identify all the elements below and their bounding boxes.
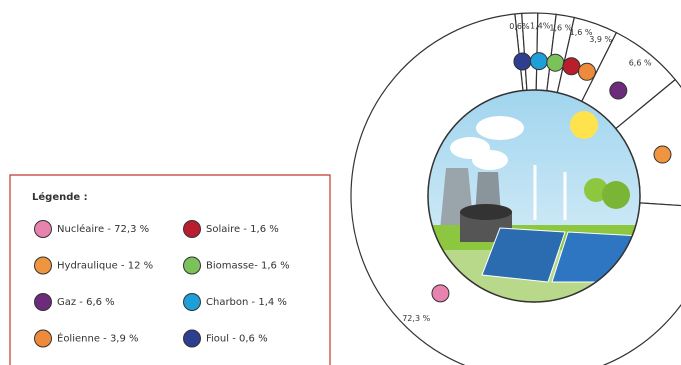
value-label: 3,9 % (589, 35, 612, 44)
legend-swatch (34, 329, 52, 348)
legend-label: Hydraulique - 12 % (57, 261, 153, 272)
segment-marker (562, 57, 581, 76)
legend: Nucléaire - 72,3 % Hydraulique - 12 % Gaz … (34, 220, 290, 348)
value-label: 1,6 % (570, 28, 593, 37)
legend-label: Gaz - 6,6 % (57, 297, 115, 308)
legend-swatch (183, 256, 201, 275)
value-label: 1,4% (530, 22, 551, 31)
legend-swatch (183, 329, 201, 348)
segment-marker (431, 284, 450, 303)
segment-marker (653, 145, 672, 164)
value-label: 1,6 % (549, 24, 572, 33)
legend-box (9, 174, 331, 365)
legend-swatch (183, 220, 201, 238)
legend-swatch (34, 293, 52, 311)
legend-swatch (34, 220, 52, 238)
legend-label: Solaire - 1,6 % (206, 224, 279, 235)
legend-title: Légende : (32, 191, 88, 203)
value-label: 0,6% (509, 22, 530, 31)
legend-swatch (34, 256, 52, 275)
segment-marker (529, 52, 548, 71)
value-label: 6,6 % (629, 59, 652, 68)
legend-label: Éolienne - 3,9 % (57, 332, 139, 345)
legend-label: Charbon - 1,4 % (206, 297, 287, 308)
inner-border (427, 89, 641, 303)
markers: 0,6%1,4%1,6 %1,6 %3,9 %6,6 %12 %72,3 % (402, 22, 672, 323)
legend-label: Biomasse- 1,6 % (206, 261, 290, 272)
legend-swatch (183, 293, 201, 311)
legend-label: Nucléaire - 72,3 % (57, 223, 149, 235)
segment-marker (546, 53, 565, 72)
segment-marker (609, 81, 628, 100)
legend-label: Fioul - 0,6 % (206, 334, 268, 345)
segment-marker (513, 52, 532, 71)
value-label: 72,3 % (402, 314, 430, 323)
segment-marker (577, 62, 596, 81)
